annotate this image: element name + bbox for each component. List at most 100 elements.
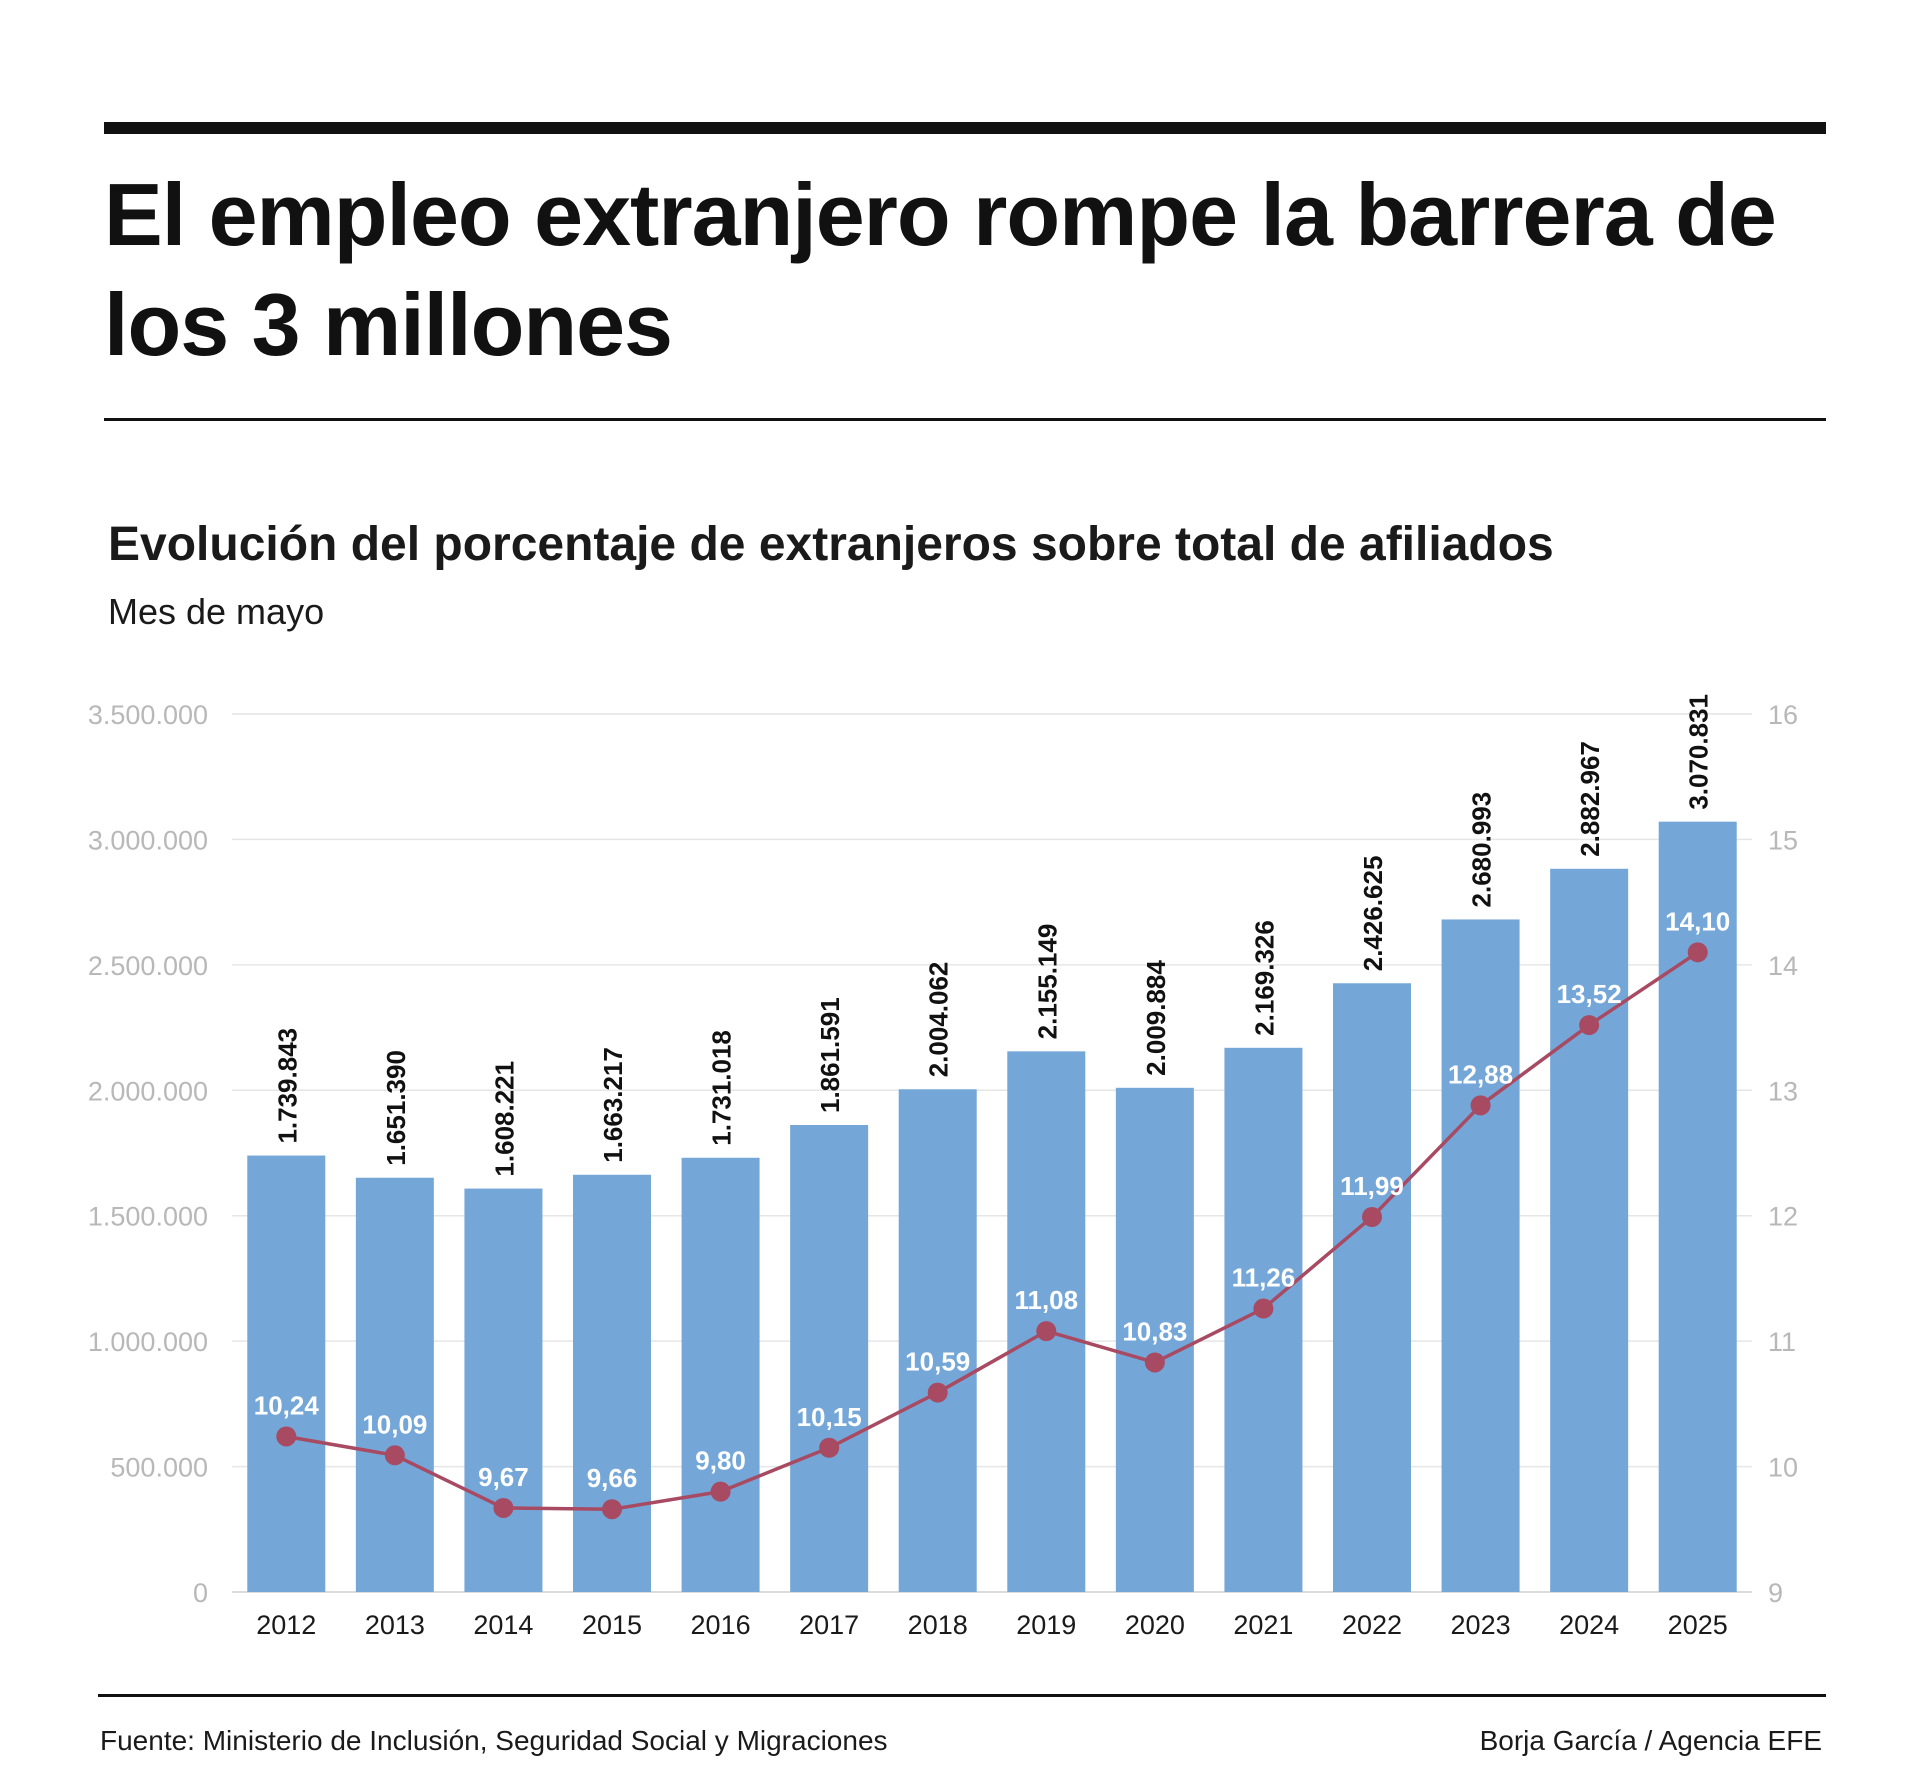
x-tick-label: 2018 <box>908 1610 968 1640</box>
x-tick-label: 2017 <box>799 1610 859 1640</box>
line-point <box>1687 942 1708 963</box>
line-point <box>276 1426 297 1447</box>
combo-chart: 0 500.000 1.000.000 1.500.000 2.000.000 2.500… <box>88 694 1798 1640</box>
bar-value-label: 3.070.831 <box>1684 694 1714 810</box>
right-axis: 9 10 11 12 13 14 15 16 <box>1768 700 1798 1608</box>
percentage-line <box>285 950 1699 1511</box>
line-value-label: 9,66 <box>587 1463 638 1493</box>
right-tick-label: 12 <box>1768 1202 1798 1232</box>
bar-value-label: 2.680.993 <box>1467 792 1497 908</box>
left-tick-label: 1.000.000 <box>88 1327 208 1357</box>
x-tick-label: 2020 <box>1125 1610 1185 1640</box>
line-value-label: 9,67 <box>478 1462 529 1492</box>
x-tick-label: 2015 <box>582 1610 642 1640</box>
line-series: 10,24 10,09 9,67 9,66 9,80 10,15 10,59 11,08 10,… <box>254 906 1730 1520</box>
x-tick-label: 2019 <box>1016 1610 1076 1640</box>
line-point <box>384 1445 405 1466</box>
bar <box>790 1125 869 1592</box>
line-value-label: 10,09 <box>362 1409 427 1439</box>
bar <box>573 1174 651 1592</box>
bar <box>681 1157 760 1592</box>
bar <box>1115 1087 1194 1592</box>
right-tick-label: 11 <box>1768 1327 1796 1357</box>
bar <box>1658 821 1737 1592</box>
bar-value-label: 1.861.591 <box>815 997 845 1113</box>
bar <box>355 1177 434 1592</box>
x-axis: 2012 2013 2014 2015 2016 2017 2018 2019 2020 2021… <box>256 1610 1728 1640</box>
chart-title: Evolución del porcentaje de extranjeros … <box>108 518 1554 571</box>
x-tick-label: 2014 <box>473 1610 533 1640</box>
line-value-label: 11,26 <box>1232 1263 1296 1293</box>
line-value-label: 9,80 <box>695 1446 746 1476</box>
footer-divider <box>98 1694 1826 1697</box>
line-value-label: 10,59 <box>905 1347 970 1377</box>
left-tick-label: 3.500.000 <box>88 700 208 730</box>
line-point <box>602 1499 622 1520</box>
bar-value-label: 1.663.217 <box>598 1047 628 1163</box>
line-point <box>1579 1015 1600 1036</box>
line-value-label: 10,83 <box>1122 1316 1187 1346</box>
left-tick-label: 0 <box>193 1578 208 1608</box>
bar <box>898 1089 977 1592</box>
bar-value-label: 1.739.843 <box>272 1028 302 1144</box>
right-tick-label: 14 <box>1768 951 1798 981</box>
left-tick-label: 500.000 <box>110 1453 208 1483</box>
x-tick-label: 2024 <box>1559 1610 1619 1640</box>
credit-note: Borja García / Agencia EFE <box>1479 1725 1822 1756</box>
bar-value-label: 2.004.062 <box>924 962 954 1078</box>
right-tick-label: 15 <box>1768 825 1798 855</box>
right-tick-label: 16 <box>1768 700 1798 730</box>
line-point <box>1144 1352 1165 1373</box>
bar-value-label: 2.882.967 <box>1575 741 1605 857</box>
chart-subtitle: Mes de mayo <box>108 591 325 632</box>
bar <box>464 1188 543 1592</box>
bar-value-label: 1.651.390 <box>381 1050 411 1166</box>
line-value-label: 10,15 <box>797 1402 862 1432</box>
left-tick-label: 3.000.000 <box>88 825 208 855</box>
bar <box>1550 868 1629 1592</box>
line-value-label: 12,88 <box>1448 1059 1513 1089</box>
bar-value-label: 2.426.625 <box>1358 856 1388 972</box>
right-tick-label: 9 <box>1768 1578 1783 1608</box>
x-tick-label: 2016 <box>691 1610 751 1640</box>
bar <box>1224 1047 1303 1592</box>
line-value-label: 13,52 <box>1557 979 1622 1009</box>
line-point <box>1036 1321 1057 1342</box>
x-tick-label: 2022 <box>1342 1610 1402 1640</box>
line-point <box>493 1497 514 1518</box>
right-tick-label: 13 <box>1768 1076 1798 1106</box>
gridlines <box>232 713 1752 1593</box>
x-tick-label: 2012 <box>256 1610 316 1640</box>
bar-value-label: 1.608.221 <box>489 1061 519 1177</box>
bar <box>1441 919 1520 1592</box>
line-point <box>710 1481 731 1502</box>
bar-value-label: 2.155.149 <box>1032 924 1062 1040</box>
bar-value-label: 1.731.018 <box>707 1030 737 1146</box>
source-note: Fuente: Ministerio de Inclusión, Segurid… <box>100 1725 888 1756</box>
line-value-label: 11,99 <box>1340 1171 1404 1201</box>
x-tick-label: 2013 <box>365 1610 425 1640</box>
line-point <box>927 1382 948 1403</box>
x-tick-label: 2025 <box>1668 1610 1728 1640</box>
line-value-label: 11,08 <box>1014 1285 1078 1315</box>
line-point <box>1253 1298 1274 1319</box>
bar-series <box>247 821 1737 1592</box>
line-value-label: 14,10 <box>1665 906 1730 936</box>
bar-value-labels: 1.739.843 1.651.390 1.608.221 1.663.217 1.73… <box>272 694 1713 1177</box>
bar <box>247 1155 326 1592</box>
bar-value-label: 2.009.884 <box>1141 960 1171 1076</box>
left-tick-label: 2.500.000 <box>88 951 208 981</box>
left-tick-label: 1.500.000 <box>88 1202 208 1232</box>
x-tick-label: 2023 <box>1451 1610 1511 1640</box>
title-divider <box>104 418 1826 421</box>
x-tick-label: 2021 <box>1233 1610 1293 1640</box>
line-point <box>1470 1095 1491 1116</box>
left-axis: 0 500.000 1.000.000 1.500.000 2.000.000 2.500… <box>88 700 208 1608</box>
right-tick-label: 10 <box>1768 1453 1798 1483</box>
page-title: El empleo extranjero rompe la barrera de… <box>104 165 1777 374</box>
line-value-label: 10,24 <box>254 1390 320 1420</box>
left-tick-label: 2.000.000 <box>88 1076 208 1106</box>
bar-value-label: 2.169.326 <box>1249 920 1279 1036</box>
top-rule <box>104 122 1826 134</box>
line-point <box>819 1437 840 1458</box>
